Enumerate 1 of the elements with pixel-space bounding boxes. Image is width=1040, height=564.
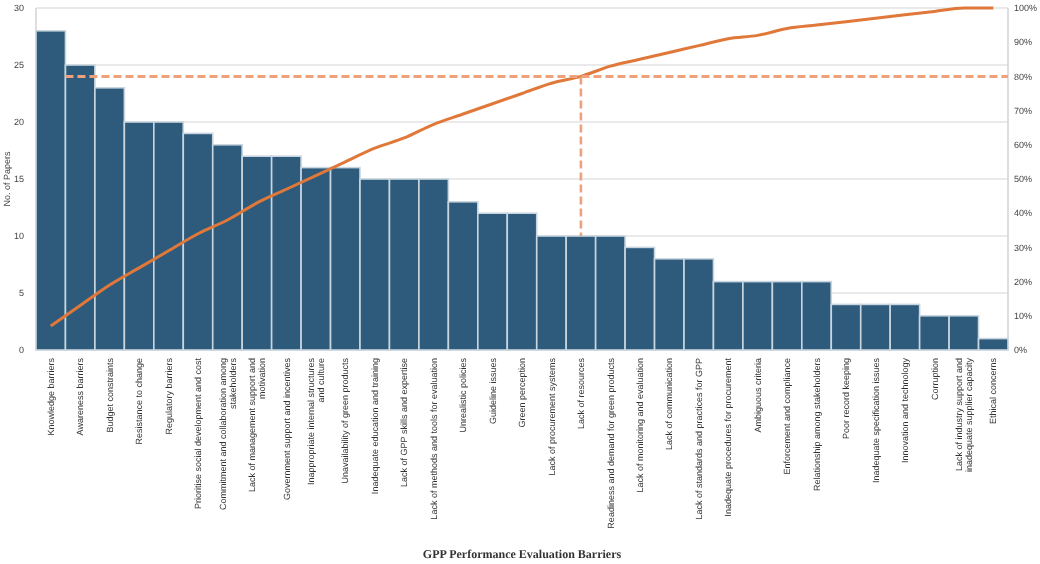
line-series — [49, 6, 995, 328]
